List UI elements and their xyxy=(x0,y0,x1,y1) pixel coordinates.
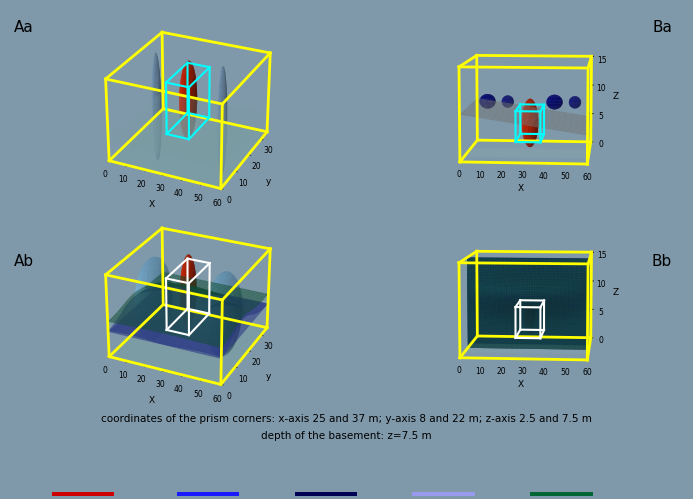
X-axis label: X: X xyxy=(149,200,155,209)
Bar xyxy=(177,492,239,496)
Text: Ba: Ba xyxy=(652,20,672,35)
Text: Bb: Bb xyxy=(652,254,672,269)
X-axis label: X: X xyxy=(518,380,524,389)
X-axis label: X: X xyxy=(149,396,155,405)
Y-axis label: y: y xyxy=(265,372,271,381)
X-axis label: X: X xyxy=(518,184,524,193)
Bar xyxy=(52,492,114,496)
Text: coordinates of the prism corners: x-axis 25 and 37 m; y-axis 8 and 22 m; z-axis : coordinates of the prism corners: x-axis… xyxy=(101,414,592,424)
Bar xyxy=(530,492,593,496)
Text: depth of the basement: z=7.5 m: depth of the basement: z=7.5 m xyxy=(261,431,432,441)
Text: Aa: Aa xyxy=(14,20,33,35)
Bar xyxy=(412,492,475,496)
Bar xyxy=(295,492,357,496)
Text: Ab: Ab xyxy=(14,254,34,269)
Y-axis label: y: y xyxy=(265,177,271,186)
